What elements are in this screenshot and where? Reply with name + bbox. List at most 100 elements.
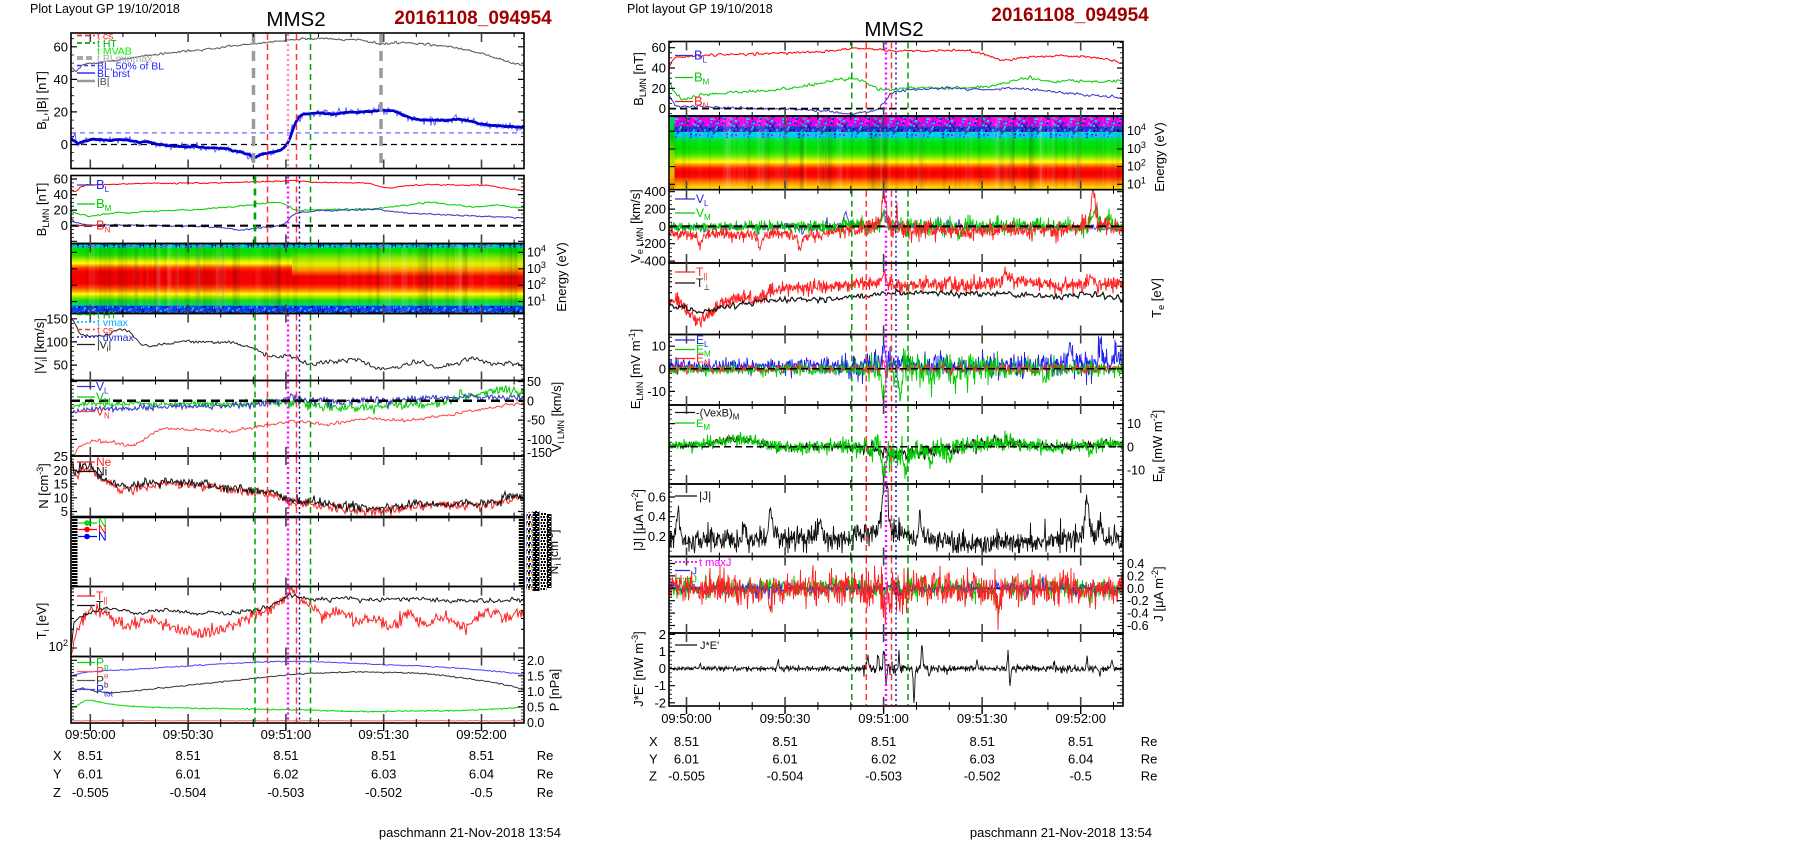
svg-text:-0.5: -0.5: [470, 785, 492, 800]
svg-text:6.03: 6.03: [371, 767, 396, 782]
svg-text:0.0: 0.0: [1127, 582, 1144, 596]
svg-text:EM [mW m-2]: EM [mW m-2]: [1149, 410, 1167, 483]
svg-text:20: 20: [54, 463, 68, 478]
svg-text:-2: -2: [654, 695, 666, 710]
svg-text:09:51:00: 09:51:00: [858, 711, 909, 726]
svg-text:Plot layout GP 19/10/2018: Plot layout GP 19/10/2018: [627, 2, 773, 16]
svg-text:2.0: 2.0: [527, 654, 544, 668]
svg-text:20: 20: [652, 81, 666, 96]
svg-text:MMS2: MMS2: [266, 8, 325, 31]
svg-text:t cs: t cs: [97, 325, 113, 337]
svg-text:6.04: 6.04: [1068, 751, 1093, 766]
svg-text:10: 10: [652, 339, 666, 354]
svg-text:40: 40: [54, 187, 68, 202]
svg-text:paschmann 21-Nov-2018 13:54: paschmann 21-Nov-2018 13:54: [379, 825, 561, 840]
svg-text:40: 40: [54, 72, 68, 87]
svg-text:0.6: 0.6: [648, 490, 666, 505]
svg-text:0.2: 0.2: [648, 529, 666, 544]
svg-text:t maxJ: t maxJ: [699, 557, 731, 569]
svg-text:20: 20: [54, 104, 68, 119]
svg-text:6.02: 6.02: [871, 751, 896, 766]
svg-text:N: N: [98, 523, 107, 537]
svg-text:09:51:00: 09:51:00: [261, 727, 312, 742]
svg-text:P [nPa]: P [nPa]: [547, 669, 562, 711]
svg-text:50: 50: [527, 375, 541, 389]
svg-text:|J| [μA m-2]: |J| [μA m-2]: [630, 489, 646, 551]
svg-text:Re: Re: [1141, 769, 1158, 784]
svg-text:5: 5: [61, 504, 68, 519]
svg-text:t dvmax: t dvmax: [97, 332, 135, 344]
svg-text:6.01: 6.01: [674, 751, 699, 766]
svg-text:6.02: 6.02: [273, 767, 298, 782]
svg-text:6.04: 6.04: [469, 767, 494, 782]
svg-text:1.5: 1.5: [527, 669, 544, 683]
svg-text:-0.505: -0.505: [668, 769, 705, 784]
svg-text:-0.5: -0.5: [1069, 769, 1091, 784]
svg-text:09:52:00: 09:52:00: [456, 727, 507, 742]
svg-text:1: 1: [659, 644, 666, 659]
svg-text:60: 60: [54, 172, 68, 187]
svg-text:|J|: |J|: [699, 489, 711, 503]
svg-text:0: 0: [659, 661, 666, 676]
svg-text:0: 0: [61, 218, 68, 233]
svg-text:8.51: 8.51: [469, 748, 494, 763]
svg-text:1.0: 1.0: [527, 685, 544, 699]
svg-text:J [μA m-2]: J [μA m-2]: [1150, 566, 1166, 621]
svg-text:T||: T||: [696, 265, 708, 281]
svg-text:0.4: 0.4: [648, 509, 666, 524]
svg-text:20161108_094954: 20161108_094954: [991, 5, 1149, 26]
svg-text:0: 0: [527, 394, 534, 408]
svg-text:09:50:00: 09:50:00: [661, 711, 712, 726]
svg-text:Energy (eV): Energy (eV): [554, 242, 569, 311]
svg-text:6.03: 6.03: [969, 751, 994, 766]
svg-text:Y: Y: [649, 751, 658, 766]
svg-text:6.01: 6.01: [78, 767, 103, 782]
svg-text:t HT: t HT: [97, 310, 117, 322]
svg-text:8.51: 8.51: [273, 748, 298, 763]
svg-text:8.51: 8.51: [674, 734, 699, 749]
svg-text:8.51: 8.51: [1068, 734, 1093, 749]
svg-text:50: 50: [54, 358, 68, 373]
svg-text:Te [eV]: Te [eV]: [1149, 278, 1166, 318]
svg-text:X: X: [649, 734, 658, 749]
svg-text:-400: -400: [640, 254, 666, 269]
svg-text:-0.2: -0.2: [1127, 594, 1149, 608]
svg-text:-0.504: -0.504: [170, 785, 207, 800]
svg-text:-100: -100: [527, 433, 552, 447]
svg-text:t MVAB: t MVAB: [97, 46, 132, 58]
svg-text:-200: -200: [640, 236, 666, 251]
svg-text:-50: -50: [527, 414, 545, 428]
svg-text:MMS2: MMS2: [864, 18, 923, 41]
svg-text:J: J: [692, 575, 697, 586]
svg-text:8.51: 8.51: [175, 748, 200, 763]
svg-text:10: 10: [1127, 417, 1141, 431]
svg-text:-10: -10: [647, 384, 666, 399]
svg-text:J*E': J*E': [700, 640, 719, 652]
svg-text:BLMN [nT]: BLMN [nT]: [631, 52, 648, 106]
svg-text:09:52:00: 09:52:00: [1055, 711, 1106, 726]
svg-text:-(VexB)M: -(VexB)M: [696, 408, 740, 422]
svg-text:T||: T||: [96, 589, 108, 605]
svg-text:09:50:00: 09:50:00: [65, 727, 116, 742]
svg-text:8.51: 8.51: [871, 734, 896, 749]
svg-text:t cs: t cs: [97, 31, 113, 43]
svg-text:0.5: 0.5: [527, 700, 544, 714]
svg-text:X: X: [53, 748, 62, 763]
svg-text:2: 2: [659, 627, 666, 642]
svg-text:0.4: 0.4: [1127, 557, 1144, 571]
svg-text:20161108_094954: 20161108_094954: [394, 8, 552, 29]
svg-text:paschmann 21-Nov-2018 13:54: paschmann 21-Nov-2018 13:54: [970, 825, 1152, 840]
svg-text:Ni [cm-3]: Ni [cm-3]: [545, 530, 563, 575]
svg-text:6.01: 6.01: [772, 751, 797, 766]
svg-text:-10: -10: [1127, 464, 1145, 478]
svg-text:6.01: 6.01: [175, 767, 200, 782]
svg-text:Re: Re: [537, 767, 554, 782]
svg-text:-0.6: -0.6: [1127, 619, 1149, 633]
svg-text:60: 60: [54, 39, 68, 54]
svg-text:BLMN [nT]: BLMN [nT]: [34, 183, 51, 237]
svg-text:J*E' [nW m-3]: J*E' [nW m-3]: [630, 631, 646, 707]
svg-text:150: 150: [46, 311, 68, 326]
svg-text:8.51: 8.51: [772, 734, 797, 749]
svg-text:400: 400: [644, 184, 666, 199]
svg-text:60: 60: [652, 40, 666, 55]
